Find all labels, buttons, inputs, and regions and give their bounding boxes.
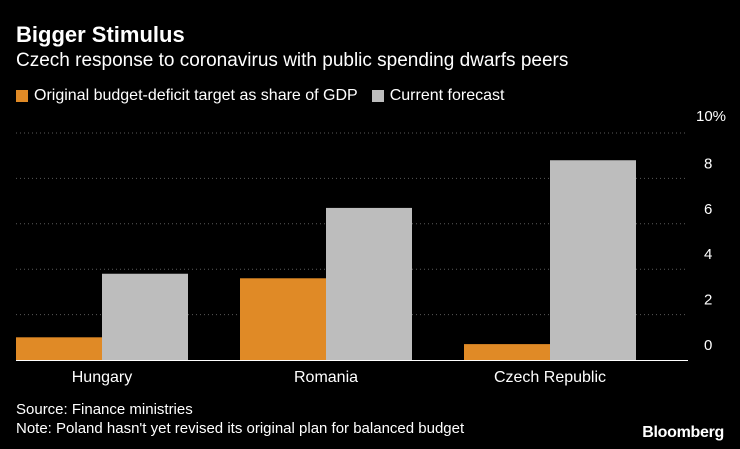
y-tick-label-0: 0 bbox=[704, 337, 712, 354]
bloomberg-logo: Bloomberg bbox=[642, 424, 724, 441]
y-tick-label-4: 4 bbox=[704, 246, 712, 263]
bar-hungary-current bbox=[102, 273, 188, 360]
legend-label-current: Current forecast bbox=[389, 87, 505, 104]
y-tick-label-10: 10% bbox=[696, 108, 726, 125]
footnote: Note: Poland hasn't yet revised its orig… bbox=[16, 420, 465, 437]
x-tick-label-romania: Romania bbox=[294, 369, 358, 386]
y-tick-label-8: 8 bbox=[704, 155, 712, 172]
source-note: Source: Finance ministries bbox=[16, 401, 193, 418]
legend-swatch-current bbox=[371, 90, 384, 102]
y-tick-label-2: 2 bbox=[704, 292, 712, 309]
y-tick-label-6: 6 bbox=[704, 201, 712, 218]
bar-czech-republic-current bbox=[550, 160, 636, 360]
legend: Original budget-deficit target as share … bbox=[16, 86, 518, 106]
legend-item-current: Current forecast bbox=[371, 86, 505, 106]
x-tick-label-czech-republic: Czech Republic bbox=[494, 369, 606, 386]
bar-czech-republic-original bbox=[464, 344, 550, 360]
bar-romania-current bbox=[326, 207, 412, 360]
bar-romania-original bbox=[240, 278, 326, 360]
legend-swatch-original bbox=[16, 90, 28, 102]
chart-title: Bigger Stimulus bbox=[16, 22, 185, 47]
bar-hungary-original bbox=[16, 337, 102, 360]
legend-item-original: Original budget-deficit target as share … bbox=[16, 86, 358, 106]
legend-label-original: Original budget-deficit target as share … bbox=[34, 87, 358, 104]
chart-subtitle: Czech response to coronavirus with publi… bbox=[16, 50, 569, 71]
x-tick-label-hungary: Hungary bbox=[72, 369, 132, 386]
